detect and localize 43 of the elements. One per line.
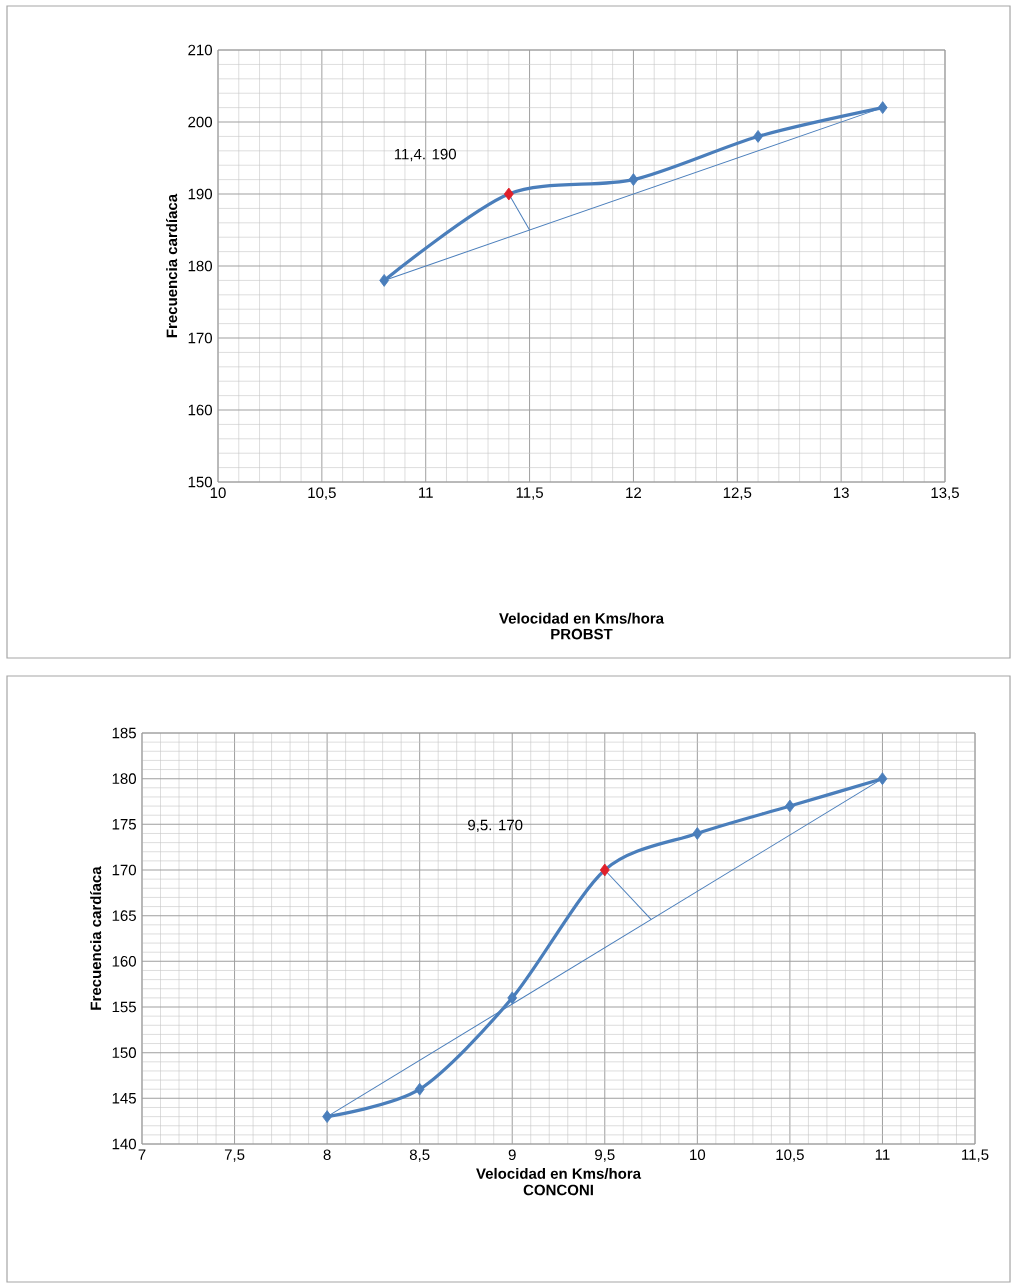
x-tick-label: 7 <box>138 1149 146 1160</box>
annotation: 11,4. 190 <box>394 148 457 162</box>
x-tick-label: 8,5 <box>409 1149 430 1162</box>
y-tick-label: 160 <box>112 956 136 967</box>
x-tick-label: 9 <box>508 1149 516 1161</box>
x-axis-title: Velocidad en Kms/hora <box>499 612 665 624</box>
x-tick-label: 10 <box>210 487 226 499</box>
y-tick-label: 150 <box>112 1047 136 1058</box>
x-tick-label: 10,5 <box>308 487 336 500</box>
y-tick-label: 175 <box>112 819 136 830</box>
x-tick-label: 7,5 <box>224 1149 245 1162</box>
y-tick-label: 145 <box>112 1093 136 1104</box>
y-tick-label: 160 <box>188 404 212 416</box>
x-tick-label: 9,5 <box>595 1149 615 1162</box>
y-tick-label: 155 <box>112 1001 136 1013</box>
y-tick-label: 140 <box>112 1138 136 1150</box>
y-tick-label: 170 <box>112 864 136 876</box>
y-tick-label: 180 <box>188 260 212 272</box>
x-tick-label: 10,5 <box>776 1149 804 1162</box>
y-axis-title: Frecuencia cardíaca <box>90 866 102 1010</box>
x-tick-label: 12 <box>626 487 642 498</box>
x-tick-label: 12,5 <box>723 487 752 500</box>
y-axis-title: Frecuencia cardíaca <box>166 193 178 338</box>
y-tick-label: 170 <box>188 332 212 344</box>
text: CONCONI <box>523 1184 593 1196</box>
y-tick-label: 185 <box>112 727 136 739</box>
x-tick-label: 11,5 <box>516 487 543 500</box>
y-tick-label: 150 <box>188 476 212 488</box>
x-tick-label: 10 <box>690 1149 706 1161</box>
y-tick-label: 200 <box>188 116 212 128</box>
y-tick-label: 190 <box>188 188 212 200</box>
x-tick-label: 11,5 <box>962 1149 989 1162</box>
annotation: 9,5. 170 <box>468 819 523 833</box>
y-tick-label: 210 <box>188 44 212 56</box>
x-tick-label: 11 <box>419 487 433 498</box>
x-tick-label: 8 <box>323 1149 331 1161</box>
text: PROBST <box>551 628 613 640</box>
x-tick-label: 11 <box>875 1149 890 1160</box>
x-axis-title: Velocidad en Kms/hora <box>476 1167 642 1180</box>
y-tick-label: 165 <box>112 910 136 921</box>
y-tick-label: 180 <box>112 773 136 784</box>
x-tick-label: 13 <box>833 487 849 499</box>
x-tick-label: 13,5 <box>931 487 959 500</box>
